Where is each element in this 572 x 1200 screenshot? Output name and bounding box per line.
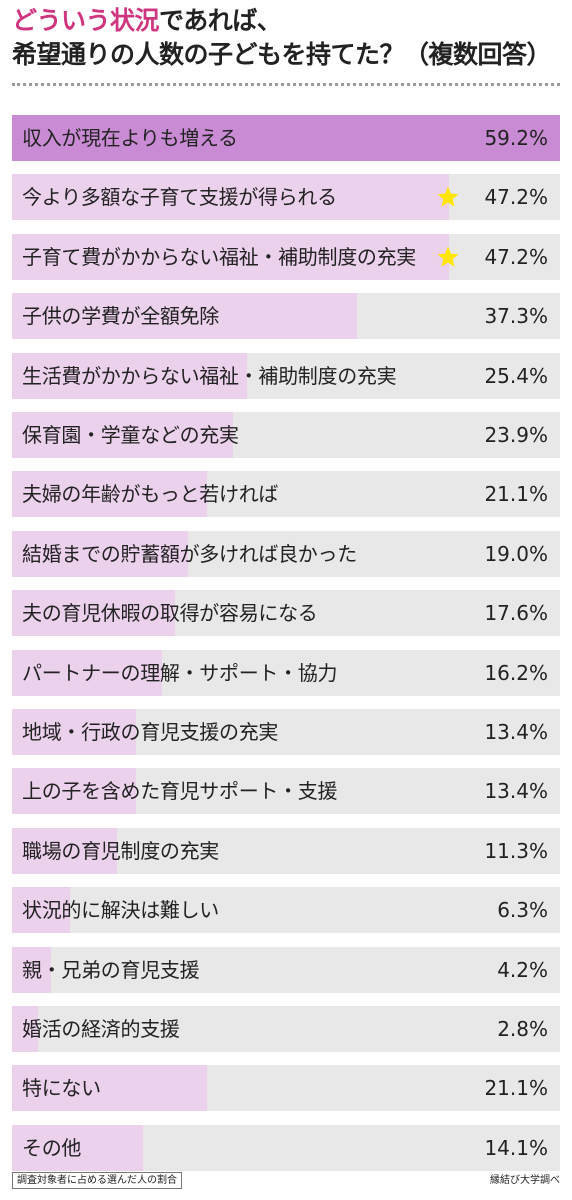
bar-row: 今より多額な子育て支援が得られる 47.2% <box>12 174 560 220</box>
bar-row: 親・兄弟の育児支援 4.2% <box>12 947 560 993</box>
value-label: 21.1% <box>484 482 548 506</box>
category-label: 夫の育児休暇の取得が容易になる <box>22 601 318 625</box>
value-label: 21.1% <box>484 1076 548 1100</box>
value-label: 11.3% <box>484 839 548 863</box>
bar <box>12 1125 143 1171</box>
category-label: 保育園・学童などの充実 <box>22 423 239 447</box>
value-label: 47.2% <box>484 245 548 269</box>
bar <box>12 828 117 874</box>
value-label: 4.2% <box>497 958 548 982</box>
value-label: 13.4% <box>484 779 548 803</box>
bar-row: 特にない 21.1% <box>12 1065 560 1111</box>
bar-row: 夫婦の年齢がもっと若ければ 21.1% <box>12 471 560 517</box>
value-label: 19.0% <box>484 542 548 566</box>
category-label: その他 <box>22 1136 82 1160</box>
value-label: 14.1% <box>484 1136 548 1160</box>
value-label: 47.2% <box>484 185 548 209</box>
bar <box>12 115 560 161</box>
category-label: 上の子を含めた育児サポート・支援 <box>22 779 338 803</box>
category-label: 生活費がかからない福祉・補助制度の充実 <box>22 364 397 388</box>
value-label: 59.2% <box>484 126 548 150</box>
bar-row: 婚活の経済的支援 2.8% <box>12 1006 560 1052</box>
source-credit: 縁結び大学調べ <box>490 1175 560 1186</box>
category-label: 状況的に解決は難しい <box>22 898 219 922</box>
star-icon <box>437 246 459 267</box>
title-accent: どういう状況 <box>12 6 160 35</box>
value-label: 6.3% <box>497 898 548 922</box>
value-label: 17.6% <box>484 601 548 625</box>
value-label: 16.2% <box>484 661 548 685</box>
category-label: 収入が現在よりも増える <box>22 126 238 150</box>
bar <box>12 353 248 399</box>
bar-row: 結婚までの貯蓄額が多ければ良かった 19.0% <box>12 531 560 577</box>
bar <box>12 768 136 814</box>
chart-title: どういう状況であれば、 希望通りの人数の子どもを持てた？（複数回答） <box>12 4 562 72</box>
dotted-divider <box>12 83 560 86</box>
bar-row: その他 14.1% <box>12 1125 560 1171</box>
category-label: 子育て費がかからない福祉・補助制度の充実 <box>22 245 416 269</box>
category-label: 今より多額な子育て支援が得られる <box>22 185 337 209</box>
title-line-1-rest: であれば、 <box>159 6 282 35</box>
bar-row: 生活費がかからない福祉・補助制度の充実 25.4% <box>12 353 560 399</box>
star-icon <box>437 186 459 207</box>
title-line-2: 希望通りの人数の子どもを持てた？（複数回答） <box>12 40 552 69</box>
bar-row: 子供の学費が全額免除 37.3% <box>12 293 560 339</box>
category-label: 子供の学費が全額免除 <box>22 304 219 328</box>
bar <box>12 947 51 993</box>
bar-row: 状況的に解決は難しい 6.3% <box>12 887 560 933</box>
bar-row: 収入が現在よりも増える 59.2% <box>12 115 560 161</box>
category-label: 結婚までの貯蓄額が多ければ良かった <box>22 542 357 566</box>
bar-row: 職場の育児制度の充実 11.3% <box>12 828 560 874</box>
bar <box>12 709 136 755</box>
category-label: 地域・行政の育児支援の充実 <box>22 720 279 744</box>
bar-row: 地域・行政の育児支援の充実 13.4% <box>12 709 560 755</box>
value-label: 37.3% <box>484 304 548 328</box>
category-label: パートナーの理解・サポート・協力 <box>22 661 338 685</box>
bar <box>12 1065 208 1111</box>
bar <box>12 471 208 517</box>
value-label: 25.4% <box>484 364 548 388</box>
bar <box>12 293 358 339</box>
category-label: 夫婦の年齢がもっと若ければ <box>22 482 279 506</box>
bar-row: 夫の育児休暇の取得が容易になる 17.6% <box>12 590 560 636</box>
bar-row: パートナーの理解・サポート・協力 16.2% <box>12 650 560 696</box>
category-label: 婚活の経済的支援 <box>22 1017 180 1041</box>
bar-row: 保育園・学童などの充実 23.9% <box>12 412 560 458</box>
value-label: 2.8% <box>497 1017 548 1041</box>
footnote: 調査対象者に占める選んだ人の割合 <box>12 1172 182 1189</box>
bar <box>12 531 188 577</box>
bar-row: 上の子を含めた育児サポート・支援 13.4% <box>12 768 560 814</box>
bar <box>12 412 234 458</box>
bar <box>12 590 175 636</box>
bar <box>12 1006 38 1052</box>
bar-row: 子育て費がかからない福祉・補助制度の充実 47.2% <box>12 234 560 280</box>
bar <box>12 174 449 220</box>
value-label: 23.9% <box>484 423 548 447</box>
bar <box>12 650 162 696</box>
category-label: 親・兄弟の育児支援 <box>22 958 200 982</box>
category-label: 特にない <box>22 1076 101 1100</box>
bar <box>12 234 449 280</box>
category-label: 職場の育児制度の充実 <box>22 839 219 863</box>
bar <box>12 887 71 933</box>
value-label: 13.4% <box>484 720 548 744</box>
title-line-1: どういう状況であれば、 <box>12 4 562 38</box>
